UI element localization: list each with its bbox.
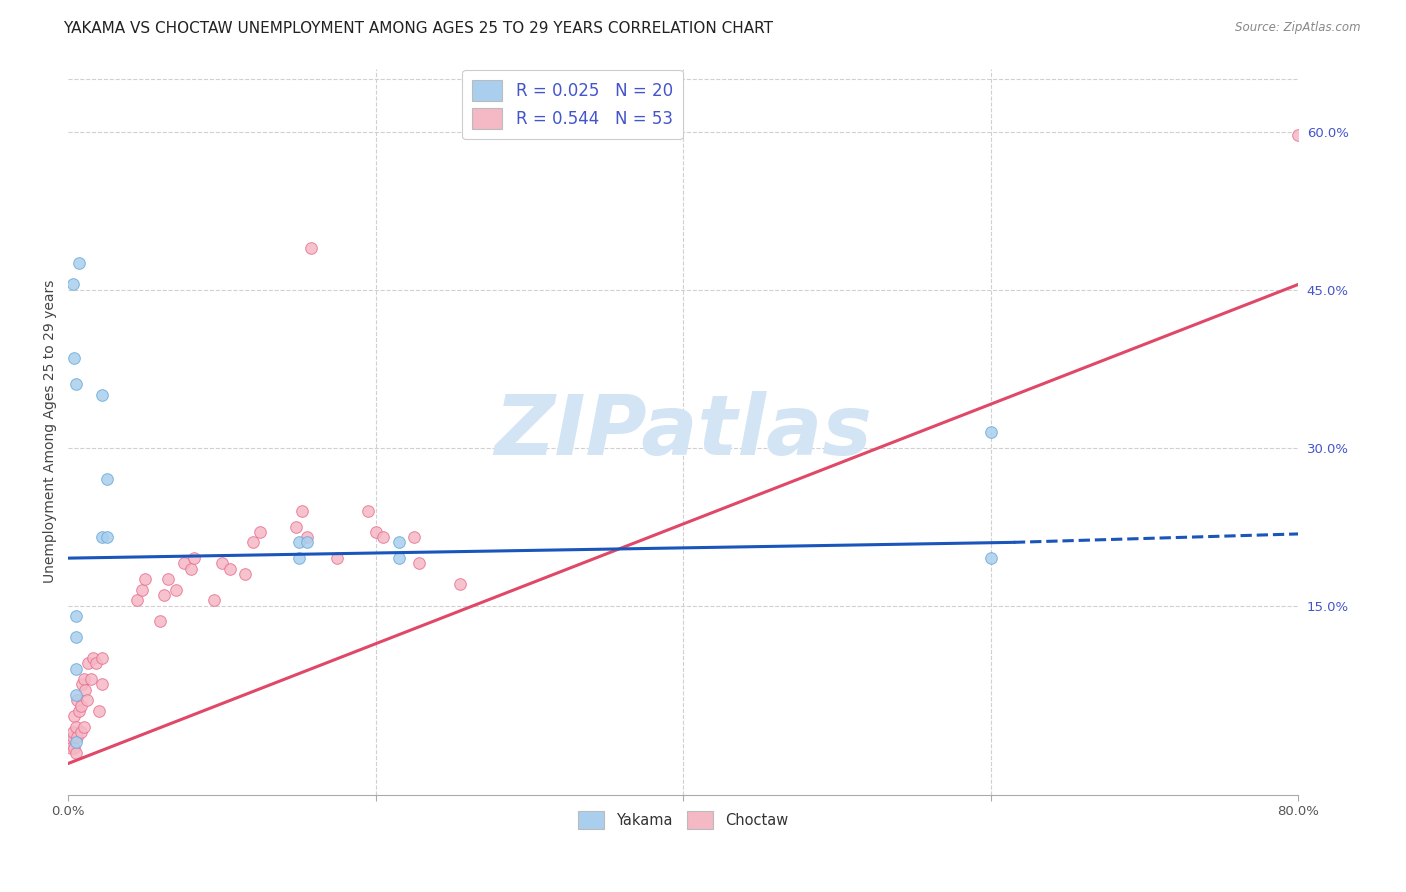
Point [299,240,322,254]
Point [63,709,86,723]
Point [326,551,349,566]
Point [82,651,104,665]
Point [91,677,114,691]
Point [173,557,195,571]
Point [62,724,84,739]
Point [65,688,87,702]
Point [980,425,1002,439]
Point [65,735,87,749]
Point [91,651,114,665]
Point [183,551,205,566]
Text: YAKAMA VS CHOCTAW UNEMPLOYMENT AMONG AGES 25 TO 29 YEARS CORRELATION CHART: YAKAMA VS CHOCTAW UNEMPLOYMENT AMONG AGE… [63,21,773,37]
Point [62,730,84,744]
Point [65,609,87,624]
Point [76,693,98,707]
Point [69,698,91,713]
Y-axis label: Unemployment Among Ages 25 to 29 years: Unemployment Among Ages 25 to 29 years [44,280,58,583]
Point [388,535,411,549]
Point [60,740,83,755]
Point [75,682,97,697]
Point [77,657,100,671]
Point [211,557,233,571]
Point [65,746,87,760]
Point [67,256,90,270]
Legend: Yakama, Choctaw: Yakama, Choctaw [572,805,794,835]
Point [65,630,87,644]
Point [218,562,240,576]
Point [233,566,256,581]
Point [284,519,307,533]
Point [62,277,84,292]
Point [980,551,1002,566]
Point [149,615,172,629]
Point [72,672,94,686]
Point [180,562,202,576]
Point [249,524,271,539]
Point [65,377,87,392]
Point [134,572,156,586]
Point [87,704,110,718]
Point [449,577,471,591]
Point [70,677,93,691]
Point [66,693,89,707]
Point [364,524,387,539]
Point [69,724,91,739]
Point [152,588,174,602]
Point [408,557,430,571]
Point [66,730,89,744]
Text: Source: ZipAtlas.com: Source: ZipAtlas.com [1236,21,1361,35]
Point [59,735,82,749]
Point [157,572,180,586]
Text: ZIPatlas: ZIPatlas [495,392,872,472]
Point [202,593,225,607]
Point [80,672,103,686]
Point [165,582,187,597]
Point [357,504,380,518]
Point [67,704,90,718]
Point [72,720,94,734]
Point [63,351,86,365]
Point [91,530,114,544]
Point [96,472,118,486]
Point [1286,128,1309,142]
Point [91,388,114,402]
Point [131,582,153,597]
Point [65,662,87,676]
Point [127,593,149,607]
Point [65,720,87,734]
Point [288,535,311,549]
Point [295,530,318,544]
Point [291,504,314,518]
Point [404,530,426,544]
Point [63,740,86,755]
Point [295,535,318,549]
Point [288,551,311,566]
Point [242,535,264,549]
Point [84,657,107,671]
Point [96,530,118,544]
Point [373,530,395,544]
Point [388,551,411,566]
